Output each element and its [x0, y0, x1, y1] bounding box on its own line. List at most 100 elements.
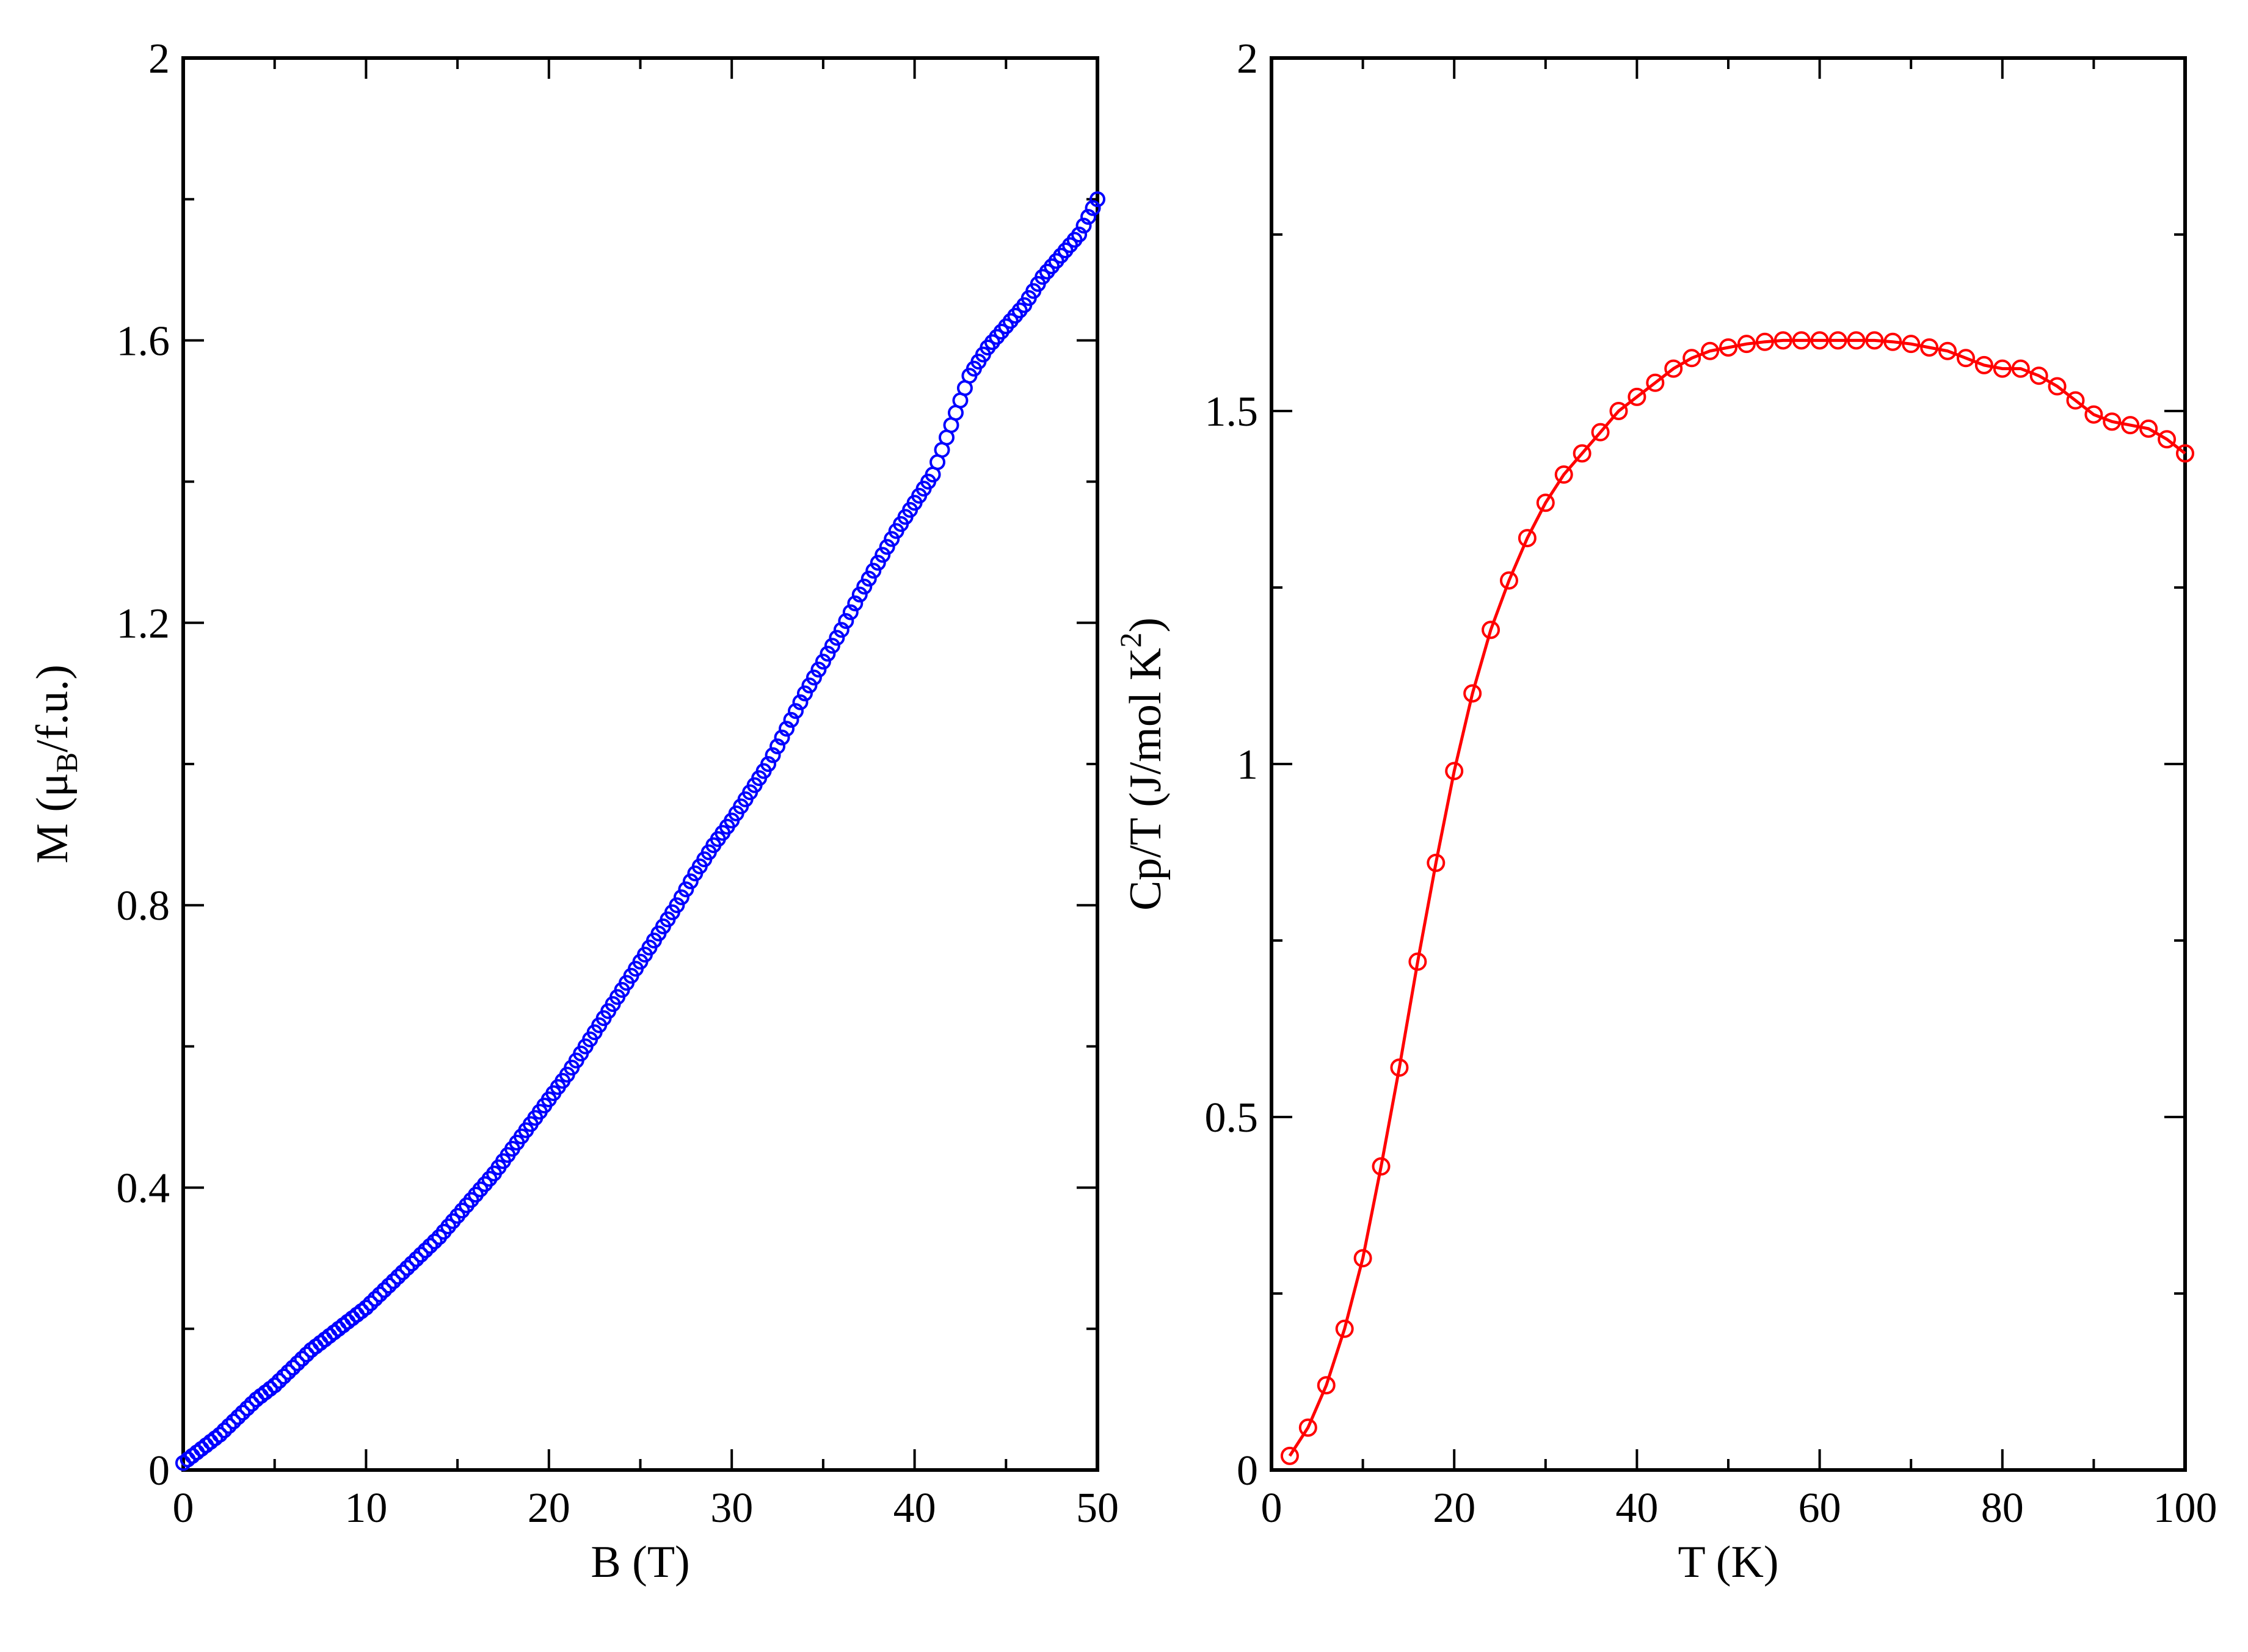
data-point	[833, 622, 849, 638]
data-point	[413, 1246, 429, 1263]
plot-frame	[181, 56, 1099, 1472]
x-tick-label: 50	[1076, 1485, 1119, 1532]
data-point	[1847, 331, 1866, 350]
data-point	[1828, 331, 1847, 350]
data-point	[376, 1282, 393, 1298]
data-point	[796, 685, 813, 702]
x-tick-label: 10	[344, 1485, 387, 1532]
data-point	[275, 1368, 292, 1385]
data-point	[884, 531, 900, 547]
data-point	[2066, 391, 2085, 410]
data-point	[1280, 1446, 1299, 1465]
x-tick-label: 20	[1433, 1485, 1475, 1532]
data-point	[1298, 1418, 1317, 1437]
data-point	[1810, 331, 1829, 350]
data-point	[1956, 349, 1975, 368]
y-tick-label: 0.5	[1205, 1094, 1259, 1141]
data-point	[1664, 359, 1683, 378]
data-point	[1089, 191, 1105, 208]
data-point	[1682, 349, 1701, 368]
data-point	[875, 547, 891, 563]
data-point	[266, 1377, 283, 1394]
data-point	[1646, 373, 1665, 392]
data-point	[220, 1417, 237, 1434]
data-point	[1085, 200, 1101, 216]
x-tick-label: 30	[710, 1485, 753, 1532]
data-point	[870, 555, 886, 571]
data-point	[390, 1268, 406, 1285]
data-point	[820, 646, 836, 662]
y-axis-label: Cp/T (J/mol K2)	[1113, 617, 1171, 911]
data-point	[760, 756, 777, 772]
data-point	[1902, 335, 1921, 354]
data-point	[678, 881, 694, 898]
data-point	[1755, 332, 1774, 351]
x-tick-label: 0	[173, 1485, 194, 1532]
data-point	[1573, 444, 1591, 463]
data-point	[1390, 1058, 1409, 1077]
data-point	[765, 747, 781, 763]
x-tick-label: 40	[1615, 1485, 1658, 1532]
data-point	[1372, 1157, 1391, 1176]
data-point	[367, 1290, 384, 1307]
data-point	[769, 738, 786, 755]
data-point	[1701, 341, 1720, 360]
y-tick-label: 0	[1237, 1447, 1258, 1494]
data-point	[1865, 331, 1884, 350]
data-point	[774, 729, 790, 746]
data-point	[1609, 402, 1628, 420]
heat-capacity-chart: 0 20 40 60 80 100 0 0.5 1 1.5 2 T (K) Cp/T (J/mol K2…	[1113, 35, 2217, 1587]
data-point	[385, 1273, 402, 1289]
x-tick-label: 100	[2153, 1485, 2217, 1532]
data-point	[838, 613, 854, 629]
data-point	[1518, 529, 1537, 548]
data-point	[289, 1355, 306, 1372]
x-tick-label: 0	[1261, 1485, 1282, 1532]
data-point	[1335, 1319, 1354, 1338]
data-point	[395, 1264, 411, 1281]
data-point	[815, 653, 831, 670]
x-tick-label: 80	[1981, 1485, 2024, 1532]
data-point	[673, 889, 689, 906]
y-tick-label: 0	[148, 1447, 170, 1494]
data-point	[1591, 423, 1610, 442]
data-point	[865, 562, 882, 579]
data-point	[2121, 416, 2140, 435]
y-axis-label: M (μB/f.u.)	[27, 664, 84, 864]
x-tick-label: 20	[528, 1485, 570, 1532]
data-point	[1445, 762, 1464, 781]
data-point	[847, 595, 864, 612]
data-point	[806, 669, 822, 686]
data-point	[422, 1237, 438, 1254]
data-point	[294, 1350, 310, 1367]
data-point	[801, 677, 818, 694]
x-tick-label: 60	[1799, 1485, 1841, 1532]
plot-frame	[1270, 56, 2187, 1472]
data-point	[280, 1364, 297, 1380]
x-axis-label: T (K)	[1678, 1537, 1778, 1587]
data-point	[1628, 387, 1646, 406]
data-point	[417, 1242, 434, 1259]
data-point	[2176, 444, 2194, 463]
data-point	[1080, 209, 1097, 225]
x-tick-label: 40	[893, 1485, 936, 1532]
data-point	[211, 1427, 228, 1443]
y-tick-label: 2	[1237, 35, 1258, 82]
data-point	[792, 694, 809, 710]
data-point	[1938, 341, 1957, 360]
data-point	[2029, 366, 2048, 385]
data-point	[787, 703, 804, 719]
data-point	[1974, 355, 1993, 374]
data-point	[824, 638, 840, 654]
data-point	[408, 1251, 424, 1267]
data-point	[358, 1300, 374, 1316]
data-point	[851, 586, 868, 603]
data-point	[2158, 430, 2177, 449]
data-point	[399, 1260, 415, 1276]
data-point	[362, 1295, 379, 1311]
y-tick-label: 0.8	[117, 882, 170, 930]
data-point	[271, 1373, 288, 1389]
data-point	[842, 604, 859, 620]
data-point	[860, 570, 877, 587]
